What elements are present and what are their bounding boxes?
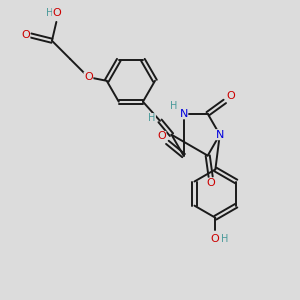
Text: O: O [52,8,61,18]
Text: O: O [21,30,30,40]
Text: O: O [157,131,166,142]
Text: N: N [179,109,188,119]
Text: N: N [216,130,224,140]
Text: O: O [206,178,215,188]
Text: H: H [170,100,178,110]
Text: H: H [46,8,54,18]
Text: H: H [220,234,228,244]
Text: O: O [84,72,93,82]
Text: O: O [210,234,219,244]
Text: O: O [226,91,235,100]
Text: H: H [148,113,155,124]
